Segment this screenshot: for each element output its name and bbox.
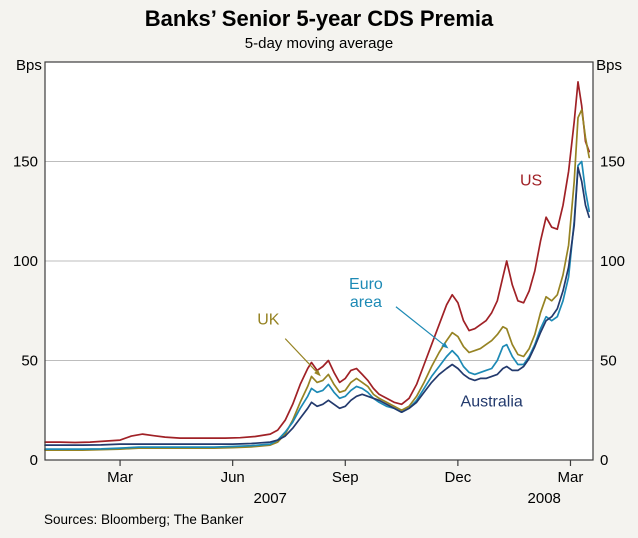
y-tick-label-right: 100 xyxy=(600,253,625,270)
annotation-arrow-line xyxy=(395,306,444,345)
year-label-2008: 2008 xyxy=(528,490,561,507)
series-label-uk: UK xyxy=(257,312,280,329)
y-axis-unit-right: Bps xyxy=(596,57,622,74)
x-tick-label: Mar xyxy=(107,469,133,486)
annotation-arrow-head xyxy=(441,342,449,349)
series-label-us: US xyxy=(520,172,542,189)
series-line-uk xyxy=(44,108,591,451)
series-line-australia xyxy=(44,166,591,446)
y-axis-unit-left: Bps xyxy=(16,57,42,74)
annotation-arrow-line xyxy=(284,338,317,372)
chart-title: Banks’ Senior 5-year CDS Premia xyxy=(144,6,494,31)
plot-border xyxy=(44,61,594,461)
y-tick-label-right: 0 xyxy=(600,452,608,469)
x-tick-label: Sep xyxy=(332,469,359,486)
series-line-us xyxy=(44,81,591,444)
annotation-arrow-head xyxy=(314,369,321,377)
y-tick-label-left: 100 xyxy=(13,253,38,270)
series-label-australia: Australia xyxy=(461,393,523,410)
year-label-2007: 2007 xyxy=(254,490,287,507)
sources-note: Sources: Bloomberg; The Banker xyxy=(44,512,244,527)
x-tick-label: Dec xyxy=(445,469,472,486)
x-tick-label: Jun xyxy=(221,469,245,486)
y-tick-label-right: 50 xyxy=(600,353,617,370)
y-tick-label-left: 0 xyxy=(30,452,38,469)
y-tick-label-right: 150 xyxy=(600,154,625,171)
x-tick-label: Mar xyxy=(558,469,584,486)
series-label-euro-area: Euro area xyxy=(349,276,383,311)
y-tick-label-left: 50 xyxy=(21,353,38,370)
chart-subtitle: 5-day moving average xyxy=(244,35,394,52)
y-tick-label-left: 150 xyxy=(13,154,38,171)
